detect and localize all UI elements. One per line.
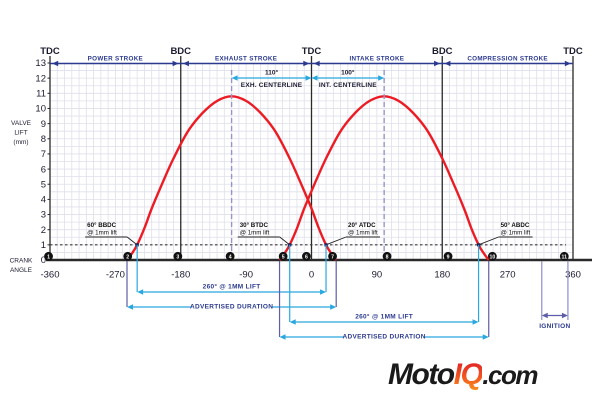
x-axis: -360 -270 -180 -90 0 90 180 270 360 CRANK ANGLE <box>10 258 592 281</box>
svg-text:10: 10 <box>489 254 495 260</box>
svg-text:BDC: BDC <box>170 46 191 57</box>
svg-text:3: 3 <box>176 254 179 260</box>
svg-text:9: 9 <box>447 254 450 260</box>
logo-iq: IQ <box>453 358 484 391</box>
svg-text:4: 4 <box>41 195 46 206</box>
duration-spans: 260° @ 1MM LIFT ADVERTISED DURATION 260° @… <box>126 244 490 341</box>
svg-text:@ 1mm lift: @ 1mm lift <box>87 230 117 237</box>
svg-text:EXHAUST STROKE: EXHAUST STROKE <box>215 56 277 63</box>
svg-text:360: 360 <box>565 270 581 281</box>
svg-text:270: 270 <box>500 270 516 281</box>
svg-text:CRANK: CRANK <box>10 258 33 265</box>
svg-text:7: 7 <box>331 254 334 260</box>
svg-text:20° ATDC: 20° ATDC <box>348 222 376 229</box>
svg-text:50° ABDC: 50° ABDC <box>501 222 530 229</box>
svg-text:4: 4 <box>229 254 232 260</box>
svg-text:-270: -270 <box>106 270 125 281</box>
svg-text:0: 0 <box>41 255 46 266</box>
svg-text:POWER STROKE: POWER STROKE <box>88 56 143 63</box>
motoiq-logo: MotoIQ.com <box>388 358 538 392</box>
svg-text:30° BTDC: 30° BTDC <box>240 222 269 229</box>
svg-text:BDC: BDC <box>432 46 453 57</box>
svg-text:60° BBDC: 60° BBDC <box>87 222 116 229</box>
svg-text:LIFT: LIFT <box>14 130 27 137</box>
svg-text:VALVE: VALVE <box>11 120 32 127</box>
svg-text:260° @ 1MM LIFT: 260° @ 1MM LIFT <box>203 283 261 291</box>
svg-text:EXH. CENTERLINE: EXH. CENTERLINE <box>241 82 303 89</box>
svg-text:8: 8 <box>386 254 389 260</box>
svg-text:(mm): (mm) <box>13 139 28 146</box>
logo-moto: Moto <box>388 358 455 391</box>
svg-text:@ 1mm lift: @ 1mm lift <box>240 230 270 237</box>
svg-text:3: 3 <box>41 210 46 221</box>
stroke-band: POWER STROKE EXHAUST STROKE INTAKE STROKE C… <box>49 56 574 67</box>
svg-text:IGNITION: IGNITION <box>539 323 570 330</box>
svg-text:-90: -90 <box>239 270 253 281</box>
svg-text:0: 0 <box>309 270 314 281</box>
svg-text:90: 90 <box>372 270 383 281</box>
svg-text:1: 1 <box>41 240 46 251</box>
svg-text:7: 7 <box>41 149 46 160</box>
svg-text:TDC: TDC <box>40 46 60 57</box>
event-markers: 1 2 3 4 5 6 7 8 9 10 11 <box>44 251 569 261</box>
svg-text:2: 2 <box>126 254 129 260</box>
svg-text:1: 1 <box>47 254 50 260</box>
centerline-annotations: 110° EXH. CENTERLINE 100° INT. CENTERLINE <box>231 69 385 89</box>
svg-text:8: 8 <box>41 134 46 145</box>
svg-text:6: 6 <box>305 254 308 260</box>
svg-text:-180: -180 <box>171 270 190 281</box>
svg-text:5: 5 <box>282 254 285 260</box>
dead-center-markers: TDC BDC TDC BDC TDC <box>40 46 583 260</box>
svg-text:TDC: TDC <box>302 46 322 57</box>
svg-text:@ 1mm lift: @ 1mm lift <box>348 230 378 237</box>
svg-text:ADVERTISED DURATION: ADVERTISED DURATION <box>190 304 273 311</box>
svg-text:COMPRESSION STROKE: COMPRESSION STROKE <box>467 56 548 63</box>
svg-text:100°: 100° <box>341 69 355 77</box>
svg-text:260° @ 1MM LIFT: 260° @ 1MM LIFT <box>355 313 413 321</box>
svg-text:2: 2 <box>41 225 46 236</box>
svg-text:11: 11 <box>562 254 568 260</box>
svg-text:12: 12 <box>35 73 46 84</box>
svg-text:10: 10 <box>35 104 46 115</box>
svg-text:@ 1mm lift: @ 1mm lift <box>501 230 531 237</box>
svg-text:110°: 110° <box>265 69 278 77</box>
svg-text:9: 9 <box>41 119 46 130</box>
ignition-marker: IGNITION <box>539 261 570 330</box>
svg-text:INT. CENTERLINE: INT. CENTERLINE <box>319 82 377 89</box>
svg-text:-360: -360 <box>40 270 59 281</box>
svg-text:11: 11 <box>36 89 46 100</box>
svg-text:180: 180 <box>434 270 450 281</box>
svg-text:TDC: TDC <box>563 46 583 57</box>
svg-text:ADVERTISED DURATION: ADVERTISED DURATION <box>343 334 426 341</box>
svg-text:INTAKE STROKE: INTAKE STROKE <box>349 56 404 63</box>
svg-text:ANGLE: ANGLE <box>10 267 33 274</box>
logo-tld: .com <box>482 360 538 390</box>
svg-text:5: 5 <box>41 179 46 190</box>
svg-text:6: 6 <box>41 164 46 175</box>
svg-text:13: 13 <box>35 58 46 69</box>
valve-lift-curves <box>126 70 490 261</box>
